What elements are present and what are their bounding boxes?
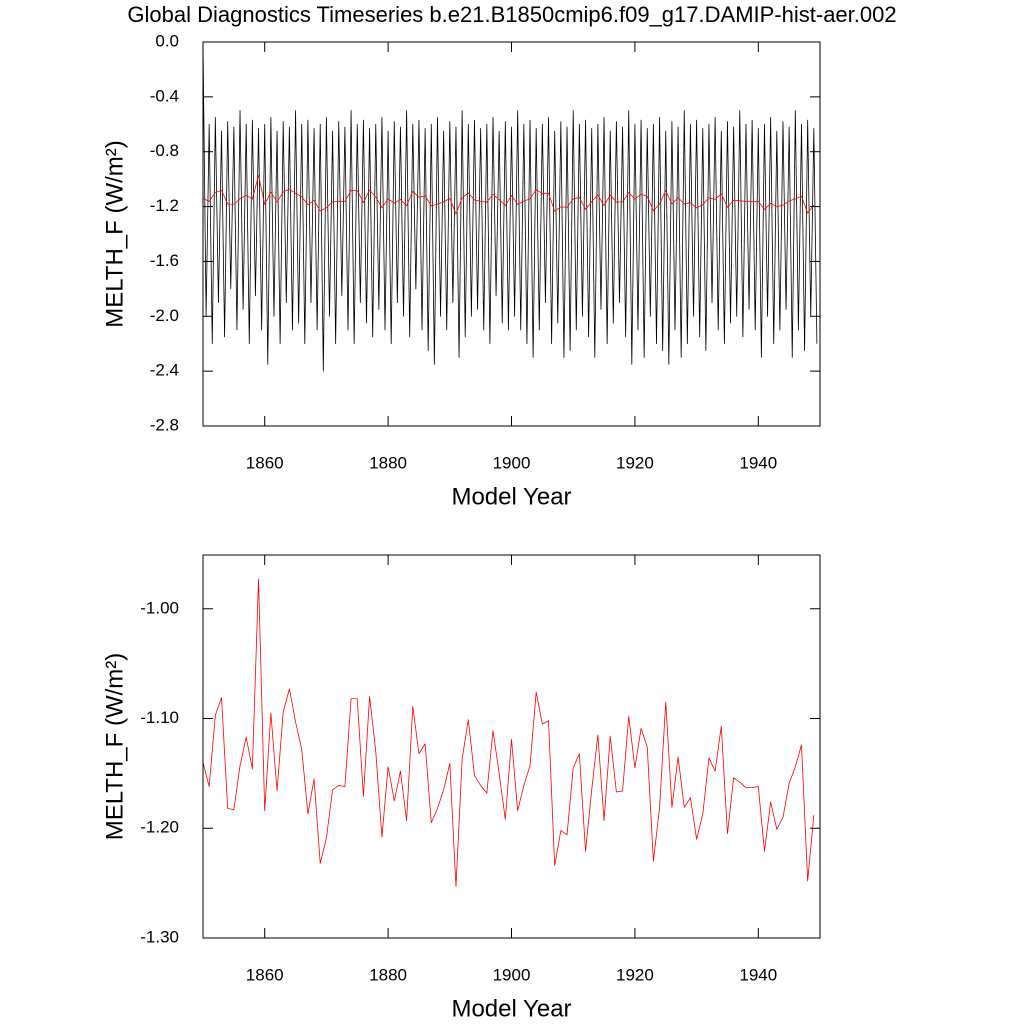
x-tick-label: 1860 — [246, 453, 284, 472]
plot-frame — [202, 41, 821, 427]
y-tick-label: -2.8 — [150, 415, 179, 434]
y-tick-label: -2.0 — [150, 306, 179, 325]
y-tick-label: 0.0 — [155, 31, 179, 50]
data-line — [202, 175, 815, 215]
data-line — [202, 578, 815, 887]
y-tick-label: -0.8 — [150, 141, 179, 160]
x-axis-label: Model Year — [451, 483, 571, 510]
y-tick-label: -1.30 — [140, 927, 179, 946]
y-tick-label: -1.10 — [140, 708, 179, 727]
x-tick-label: 1920 — [616, 453, 654, 472]
y-axis-label: MELTH_F (W/m²) — [101, 140, 128, 328]
y-tick-label: -1.6 — [150, 251, 179, 270]
y-tick-label: -1.2 — [150, 196, 179, 215]
x-tick-label: 1880 — [369, 965, 407, 984]
x-tick-label: 1940 — [739, 453, 777, 472]
x-tick-label: 1900 — [493, 965, 531, 984]
x-tick-label: 1900 — [493, 453, 531, 472]
chart-title: Global Diagnostics Timeseries b.e21.B185… — [127, 2, 896, 27]
y-tick-label: -1.20 — [140, 818, 179, 837]
x-tick-label: 1940 — [739, 965, 777, 984]
x-tick-label: 1860 — [246, 965, 284, 984]
y-tick-label: -0.4 — [150, 86, 179, 105]
y-tick-label: -1.00 — [140, 598, 179, 617]
plot-frame — [202, 554, 821, 939]
y-tick-label: -2.4 — [150, 361, 179, 380]
data-line — [202, 41, 818, 372]
x-axis-label: Model Year — [451, 995, 571, 1022]
x-tick-label: 1920 — [616, 965, 654, 984]
y-axis-label: MELTH_F (W/m²) — [101, 653, 128, 841]
x-tick-label: 1880 — [369, 453, 407, 472]
